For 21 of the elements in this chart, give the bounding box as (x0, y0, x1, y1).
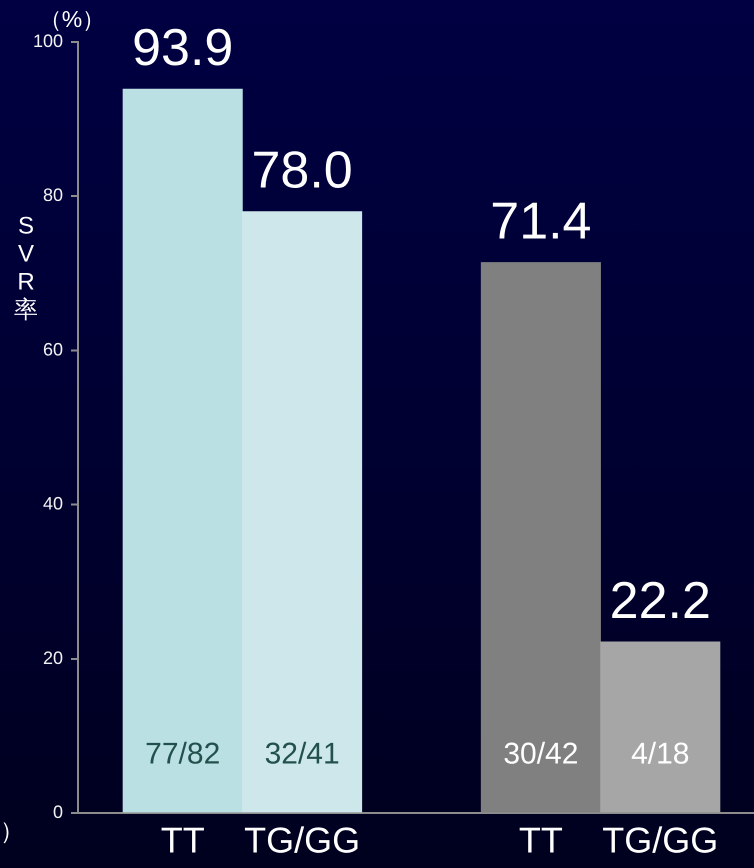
text: ） (0, 818, 24, 845)
y-tick-label: 100 (32, 30, 63, 51)
x-tick-label: TT (160, 820, 205, 861)
annotation: 77/82 (145, 737, 220, 770)
annotation: 32/41 (264, 737, 340, 770)
y-tick-label: 0 (52, 802, 63, 822)
y-tick-label: 60 (42, 339, 63, 360)
annotation: 30/42 (503, 737, 578, 770)
y-tick-label: 80 (42, 185, 63, 206)
y-axis-title: SVR率 (14, 212, 38, 324)
x-tick-label: TG/GG (244, 820, 360, 861)
data-label: 22.2 (610, 572, 711, 630)
data-label: 93.9 (132, 19, 234, 78)
y-tick-label: 40 (42, 494, 63, 514)
x-tick-label: TT (518, 820, 563, 861)
data-label: 71.4 (490, 192, 592, 251)
text: （%） (38, 6, 106, 32)
y-tick-label: 20 (42, 648, 63, 668)
x-tick-label: TG/GG (602, 820, 718, 861)
annotation: 4/18 (631, 737, 690, 770)
data-label: 78.0 (251, 142, 353, 200)
